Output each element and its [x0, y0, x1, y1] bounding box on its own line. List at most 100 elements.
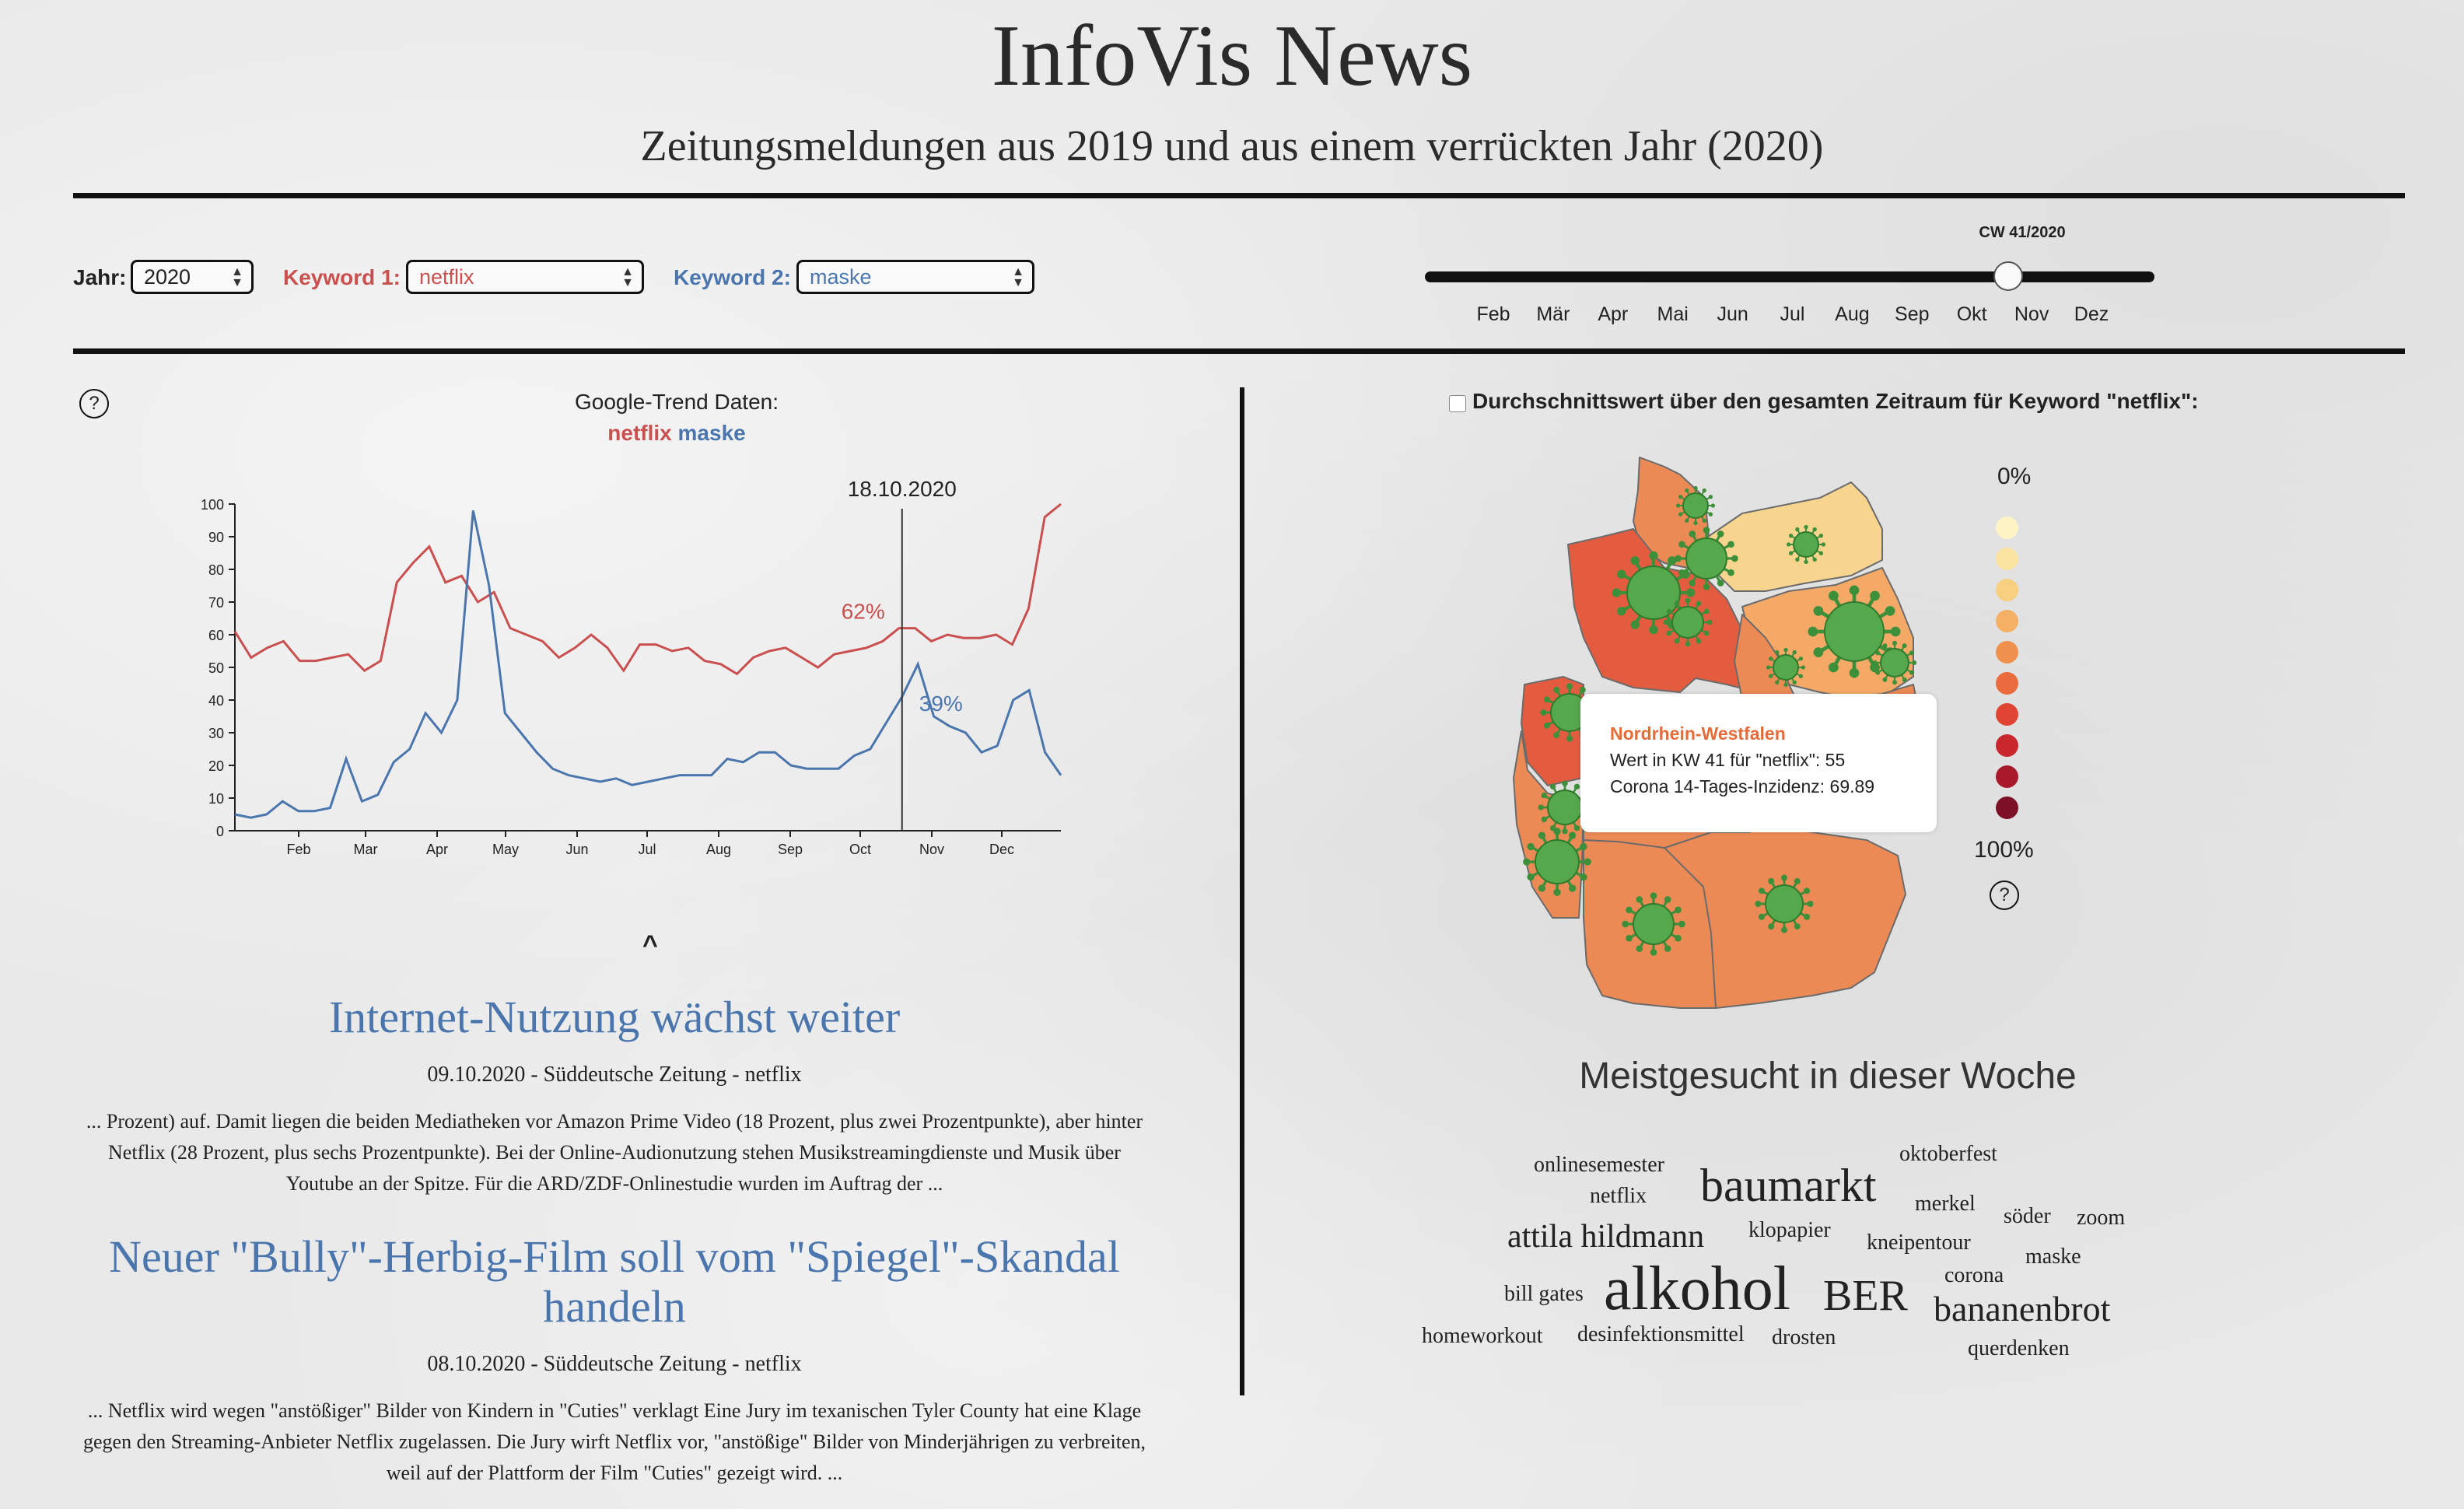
wordcloud-word[interactable]: attila hildmann — [1507, 1219, 1705, 1255]
legend-max-label: 100% — [1974, 837, 2034, 863]
average-checkbox[interactable] — [1449, 395, 1466, 412]
wordcloud-word[interactable]: bill gates — [1504, 1282, 1584, 1306]
y-tick-label: 40 — [208, 693, 224, 709]
keyword2-select-value: maske — [810, 264, 872, 289]
trend-legend: netflix maske — [498, 421, 856, 446]
week-slider-track[interactable] — [1425, 271, 2154, 282]
germany-map[interactable] — [0, 0, 2464, 1042]
collapse-articles-icon[interactable]: ^ — [642, 930, 658, 960]
wordcloud-word[interactable]: corona — [1944, 1263, 2004, 1287]
keyword1-select-value: netflix — [419, 264, 474, 289]
y-tick-label: 0 — [216, 824, 224, 839]
header-divider — [73, 193, 2405, 198]
month-label: Apr — [1598, 303, 1629, 325]
month-label: Nov — [2014, 303, 2049, 325]
month-label: Mär — [1536, 303, 1570, 325]
y-tick-label: 20 — [208, 758, 224, 774]
x-tick-label: Oct — [849, 842, 871, 857]
year-select-value: 2020 — [144, 264, 191, 289]
article-headline[interactable]: Internet-Nutzung wächst weiter — [328, 992, 901, 1042]
page-title: InfoVis News — [991, 8, 1473, 104]
keyword1-select[interactable]: netflix ▲ ▼ — [406, 260, 644, 294]
y-tick-label: 50 — [208, 660, 224, 676]
virus-icon — [1755, 874, 1814, 933]
virus-markers — [1523, 485, 1917, 956]
y-tick-label: 100 — [201, 497, 224, 513]
legend-color-dot — [1996, 765, 2018, 788]
virus-icon — [1538, 780, 1592, 835]
legend-maske: maske — [677, 421, 746, 445]
wordcloud-word[interactable]: desinfektionsmittel — [1577, 1322, 1745, 1346]
month-label: Feb — [1476, 303, 1510, 325]
date-marker-label: 18.10.2020 — [848, 477, 957, 501]
article-headline[interactable]: Neuer "Bully"-Herbig-Film soll vom "Spie… — [109, 1231, 1120, 1332]
virus-icon — [1786, 524, 1826, 565]
x-tick-label: Aug — [706, 842, 731, 857]
wordcloud-title: Meistgesucht in dieser Woche — [1579, 1056, 2077, 1097]
virus-icon — [1872, 640, 1917, 685]
trend-heading: Google-Trend Daten: — [575, 390, 779, 414]
legend-netflix: netflix — [607, 421, 672, 445]
year-select[interactable]: 2020 ▲ ▼ — [131, 260, 254, 294]
select-arrows-icon: ▲ ▼ — [1012, 265, 1024, 289]
y-tick-label: 60 — [208, 628, 224, 643]
virus-icon — [1766, 647, 1806, 688]
tooltip-region: Nordrhein-Westfalen — [1610, 723, 1786, 744]
x-tick-label: Sep — [778, 842, 803, 857]
year-label: Jahr: — [73, 265, 127, 289]
legend-color-dot — [1996, 548, 2018, 570]
y-tick-label: 70 — [208, 595, 224, 611]
trend-chart[interactable]: 0 10 20 30 40 50 60 70 80 90 100 Feb Mar Apr May Jun Jul… — [0, 0, 1244, 871]
controls-divider — [73, 348, 2405, 354]
wordcloud-word[interactable]: maske — [2025, 1245, 2081, 1269]
wordcloud-word[interactable]: homeworkout — [1422, 1324, 1543, 1348]
month-label: Okt — [1956, 303, 1987, 325]
keyword2-label: Keyword 2: — [674, 265, 791, 289]
wordcloud-word[interactable]: kneipentour — [1867, 1231, 1971, 1255]
column-divider — [1240, 387, 1244, 1395]
article-meta: 09.10.2020 - Süddeutsche Zeitung - netfl… — [427, 1063, 802, 1087]
virus-icon — [1523, 828, 1591, 896]
month-label: Jul — [1780, 303, 1805, 325]
series-line-netflix — [233, 502, 1062, 676]
legend-color-dot — [1996, 516, 2018, 539]
legend-color-dot — [1996, 703, 2018, 726]
tooltip-incidence: Corona 14-Tages-Inzidenz: 69.89 — [1610, 776, 1875, 797]
wordcloud-word[interactable]: klopapier — [1748, 1218, 1831, 1242]
article-snippet: ... Prozent) auf. Damit liegen die beide… — [86, 1110, 1143, 1195]
article-meta: 08.10.2020 - Süddeutsche Zeitung - netfl… — [427, 1352, 802, 1376]
netflix-value-label: 62% — [842, 600, 885, 624]
month-label: Aug — [1835, 303, 1870, 325]
wordcloud-word[interactable]: drosten — [1772, 1325, 1836, 1350]
wordcloud-word[interactable]: söder — [2004, 1204, 2051, 1228]
virus-icon — [1675, 527, 1738, 590]
wordcloud-word[interactable]: zoom — [2077, 1206, 2126, 1230]
wordcloud-word[interactable]: alkohol — [1604, 1255, 1790, 1323]
trend-help-icon[interactable]: ? — [79, 389, 109, 418]
week-slider-value: CW 41/2020 — [1979, 224, 2066, 241]
x-tick-label: Mar — [354, 842, 378, 857]
wordcloud-word[interactable]: bananenbrot — [1934, 1289, 2111, 1329]
map-tooltip: Nordrhein-Westfalen Wert in KW 41 für "n… — [1580, 694, 1937, 832]
wordcloud-word[interactable]: netflix — [1590, 1184, 1647, 1208]
keyword2-select[interactable]: maske ▲ ▼ — [796, 260, 1034, 294]
map-help-icon[interactable]: ? — [1990, 881, 2019, 910]
y-tick-label: 90 — [208, 530, 224, 545]
week-slider-thumb[interactable] — [1993, 261, 2024, 291]
x-tick-label: May — [492, 842, 519, 857]
select-arrows-icon: ▲ ▼ — [231, 265, 243, 289]
month-label: Mai — [1657, 303, 1689, 325]
wordcloud-word[interactable]: oktoberfest — [1899, 1142, 1997, 1166]
virus-icon — [1622, 892, 1685, 956]
wordcloud-word[interactable]: baumarkt — [1700, 1160, 1877, 1211]
wordcloud-word[interactable]: BER — [1823, 1272, 1908, 1320]
wordcloud-word[interactable]: merkel — [1915, 1192, 1976, 1216]
x-tick-label: Apr — [426, 842, 448, 857]
x-tick-label: Jul — [638, 842, 656, 857]
state-mecklenburg-vorpommern[interactable] — [1707, 481, 1883, 592]
virus-icon — [1612, 551, 1696, 635]
y-tick-label: 10 — [208, 791, 224, 807]
wordcloud-word[interactable]: onlinesemester — [1534, 1153, 1664, 1177]
wordcloud-word[interactable]: querdenken — [1968, 1336, 2070, 1360]
virus-icon — [1675, 485, 1716, 526]
